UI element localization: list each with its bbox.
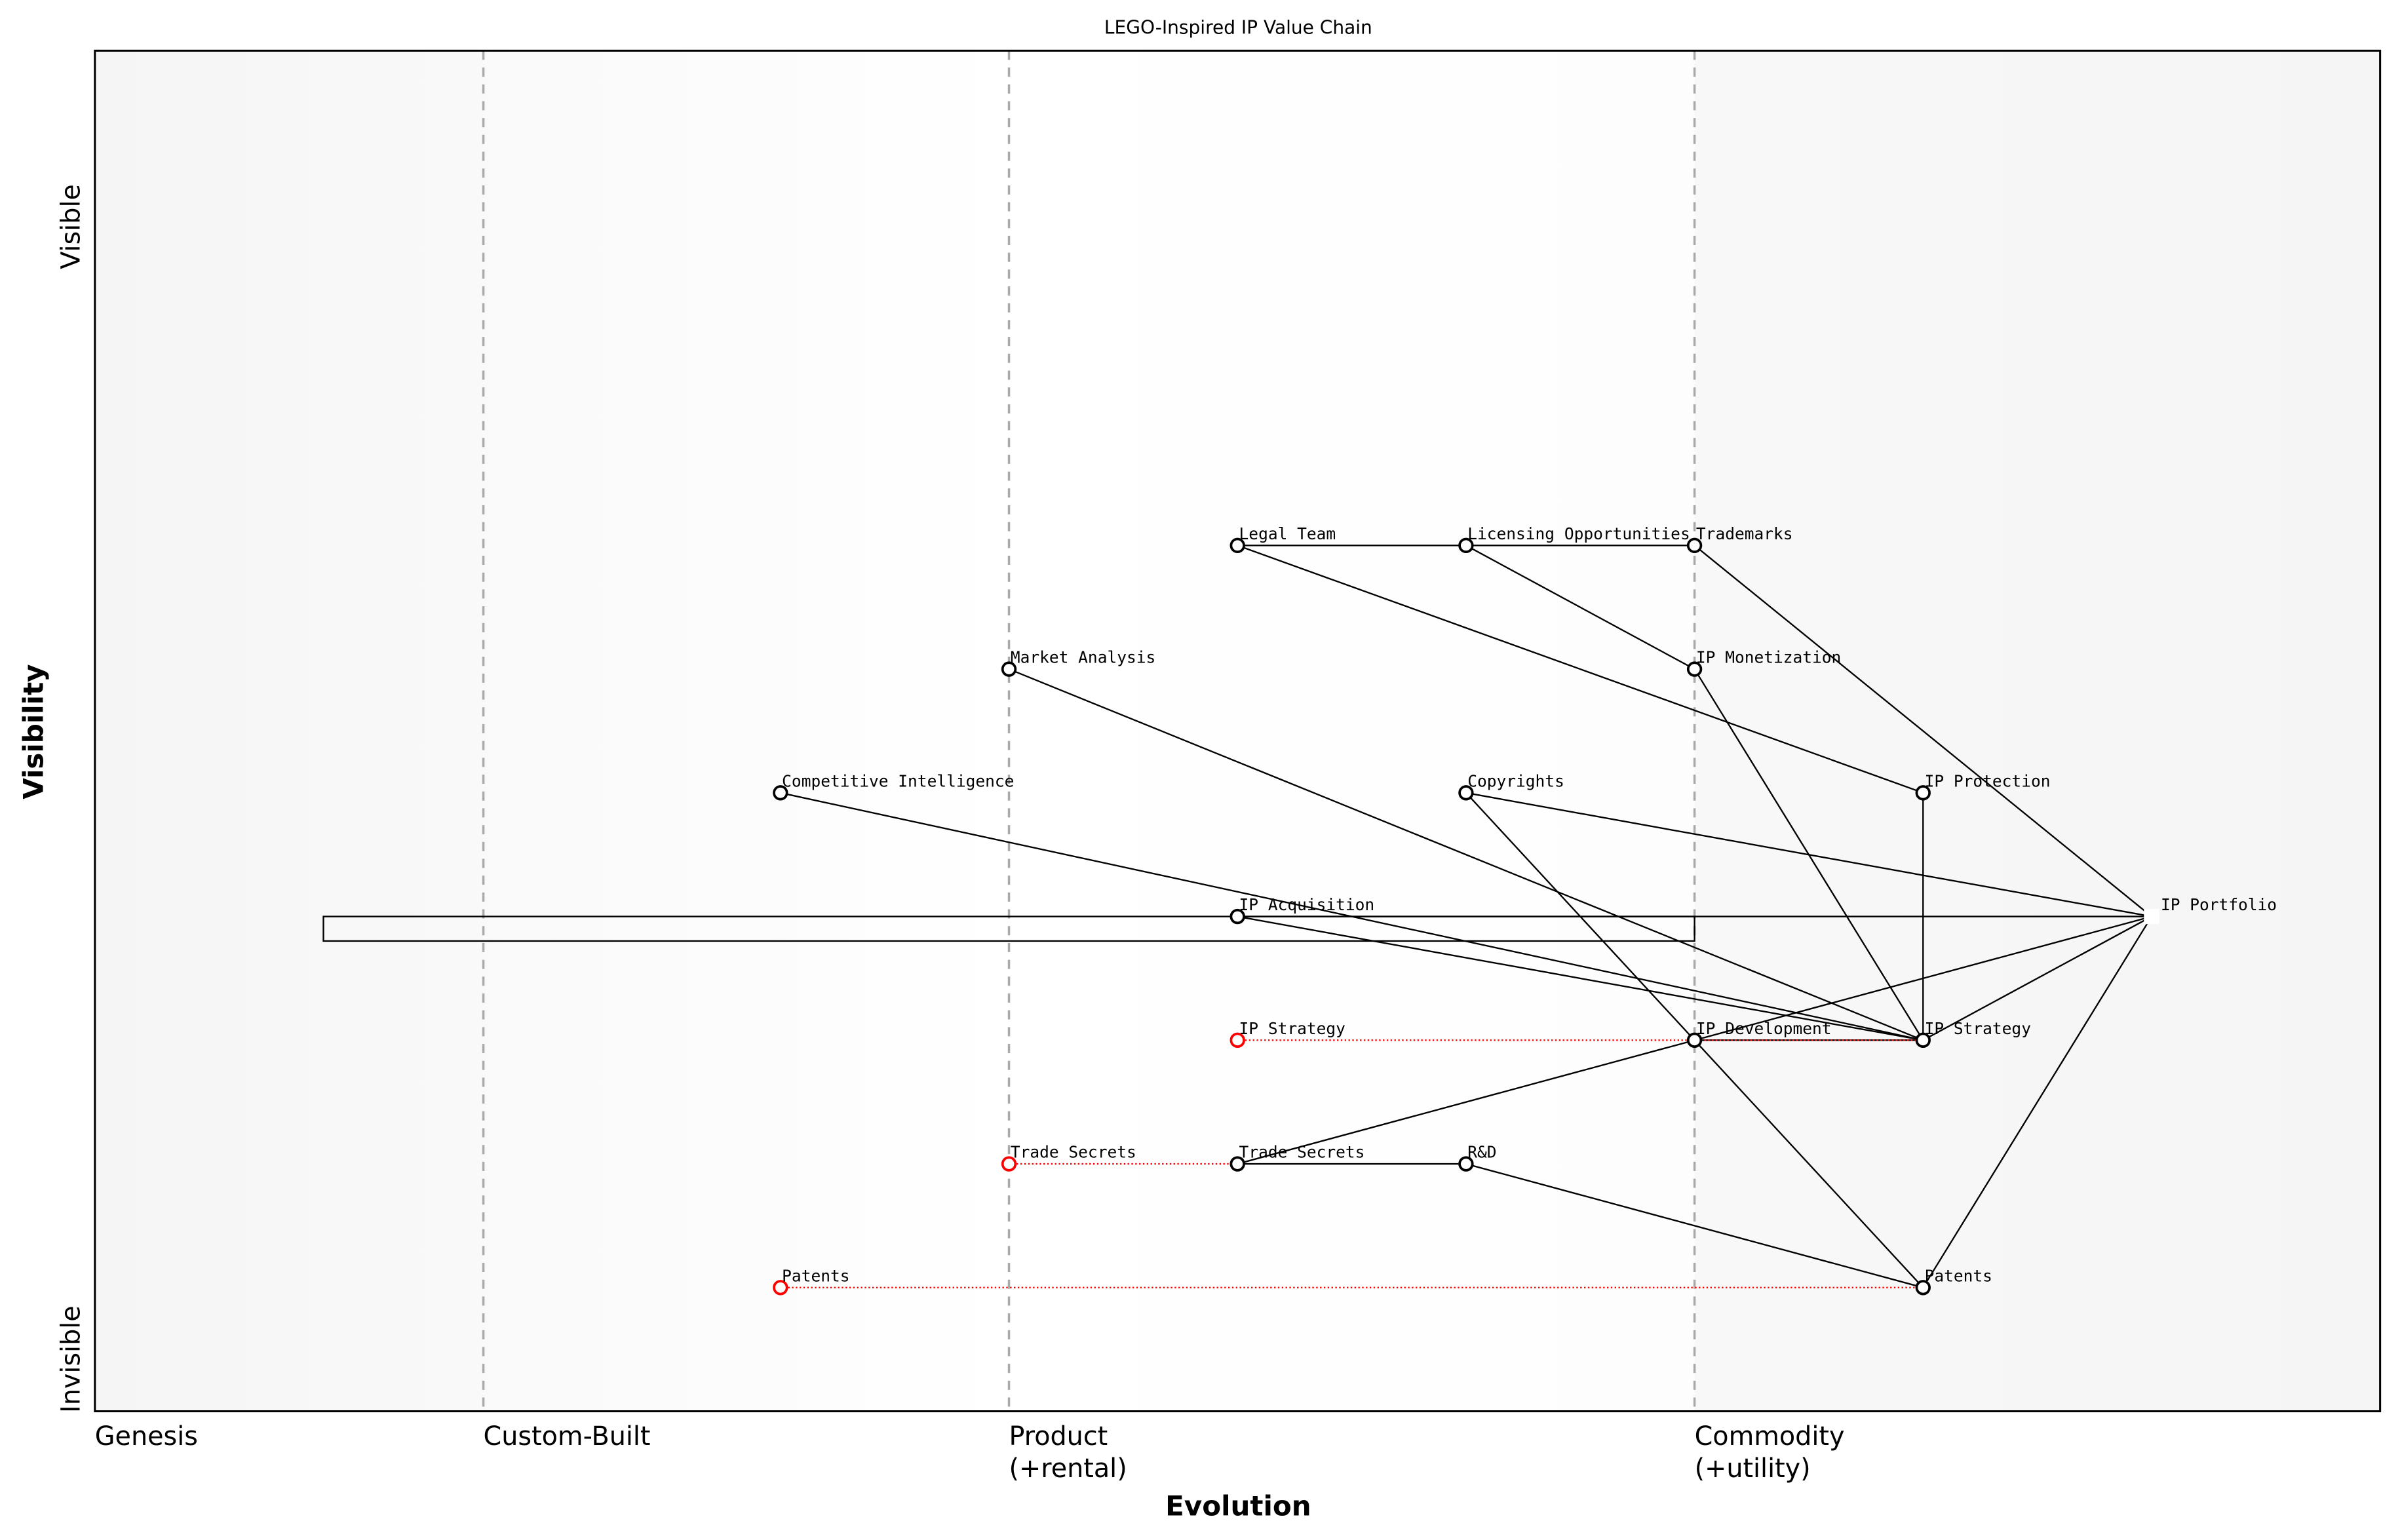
x-axis-title: Evolution xyxy=(1165,1490,1311,1522)
dependency-edge xyxy=(1237,915,1924,1041)
node-patents[interactable]: Patents xyxy=(1915,1266,1992,1296)
node-label: R&D xyxy=(1467,1143,1496,1162)
node-trade_old[interactable]: Trade Secrets xyxy=(1001,1143,1136,1172)
node-label: Legal Team xyxy=(1239,524,1336,543)
node-label: Patents xyxy=(1925,1266,1992,1285)
node-marker xyxy=(1458,785,1474,801)
node-strategy_old[interactable]: IP Strategy xyxy=(1229,1019,1345,1048)
node-portfolio[interactable]: IP Portfolio xyxy=(2144,895,2277,925)
node-acquisition[interactable]: IP Acquisition xyxy=(1229,895,1375,925)
dependency-edge xyxy=(1465,545,1695,670)
node-marker xyxy=(1915,1280,1931,1296)
node-label: IP Portfolio xyxy=(2161,895,2277,914)
node-label: Copyrights xyxy=(1467,771,1564,790)
node-marker xyxy=(1686,537,1703,554)
stage-label: Custom-Built xyxy=(484,1421,651,1452)
node-label: Licensing Opportunities xyxy=(1467,524,1690,543)
node-marker xyxy=(1915,1032,1931,1048)
node-label: IP Protection xyxy=(1925,771,2051,790)
node-marker xyxy=(1001,661,1017,677)
node-protection[interactable]: IP Protection xyxy=(1915,771,2051,801)
node-marker xyxy=(2144,908,2159,925)
node-label: Trade Secrets xyxy=(1011,1143,1136,1162)
dependency-edge xyxy=(1237,1039,1695,1165)
y-axis-bottom-label: Invisible xyxy=(56,1305,86,1413)
dependency-edge xyxy=(1694,545,2152,917)
node-marker xyxy=(773,1280,788,1296)
node-label: Competitive Intelligence xyxy=(782,771,1014,790)
node-label: IP Monetization xyxy=(1696,648,1841,667)
node-compintel[interactable]: Competitive Intelligence xyxy=(773,771,1014,801)
dependency-edge xyxy=(1465,1163,1924,1288)
node-marker xyxy=(1686,661,1703,677)
node-label: Trade Secrets xyxy=(1239,1143,1365,1162)
node-trademarks[interactable]: Trademarks xyxy=(1686,524,1793,554)
node-label: Patents xyxy=(782,1266,849,1285)
dependency-edge xyxy=(1922,915,2152,1041)
node-marker xyxy=(1686,1032,1703,1048)
stage-label: Commodity (+utility) xyxy=(1695,1421,1845,1484)
node-label: IP Strategy xyxy=(1239,1019,1345,1038)
y-axis-top-label: Visible xyxy=(56,184,86,269)
dependency-edge xyxy=(1237,545,1924,794)
dependency-edge xyxy=(1009,668,1924,1041)
node-patents_old[interactable]: Patents xyxy=(773,1266,850,1296)
node-rnd[interactable]: R&D xyxy=(1458,1143,1497,1172)
node-licensing[interactable]: Licensing Opportunities xyxy=(1458,524,1690,554)
node-marker xyxy=(1458,537,1474,554)
y-axis-title: Visibility xyxy=(17,664,49,799)
node-monetization[interactable]: IP Monetization xyxy=(1686,648,1842,677)
dependency-edge xyxy=(1694,1039,1924,1288)
dependency-edge xyxy=(1465,792,2152,917)
node-marker xyxy=(1458,1156,1474,1172)
stage-label: Genesis xyxy=(95,1421,198,1452)
plot-frame xyxy=(94,49,2382,1413)
node-strategy[interactable]: IP Strategy xyxy=(1915,1019,2031,1048)
node-label: IP Acquisition xyxy=(1239,895,1375,914)
dependency-edge xyxy=(1694,915,2152,1041)
node-label: Trademarks xyxy=(1696,524,1793,543)
plot-area xyxy=(94,50,2380,1412)
node-label: Market Analysis xyxy=(1011,648,1155,667)
node-marker xyxy=(1229,1032,1245,1048)
node-marker xyxy=(1001,1156,1017,1172)
node-development[interactable]: IP Development xyxy=(1686,1019,1832,1048)
node-label: IP Development xyxy=(1696,1019,1832,1038)
node-marker xyxy=(1915,785,1931,801)
node-marker xyxy=(773,785,788,801)
node-legal[interactable]: Legal Team xyxy=(1229,524,1336,554)
stage-label: Product (+rental) xyxy=(1009,1421,1127,1484)
node-marker xyxy=(1229,537,1245,554)
node-market[interactable]: Market Analysis xyxy=(1001,648,1156,677)
node-label: IP Strategy xyxy=(1925,1019,2031,1038)
dependency-edge xyxy=(1922,915,2152,1288)
node-marker xyxy=(1229,1156,1245,1172)
node-trade[interactable]: Trade Secrets xyxy=(1229,1143,1365,1172)
pipeline xyxy=(322,915,1695,942)
node-copyrights[interactable]: Copyrights xyxy=(1458,771,1564,801)
node-marker xyxy=(1229,908,1245,925)
chart-title: LEGO-Inspired IP Value Chain xyxy=(1104,17,1372,39)
